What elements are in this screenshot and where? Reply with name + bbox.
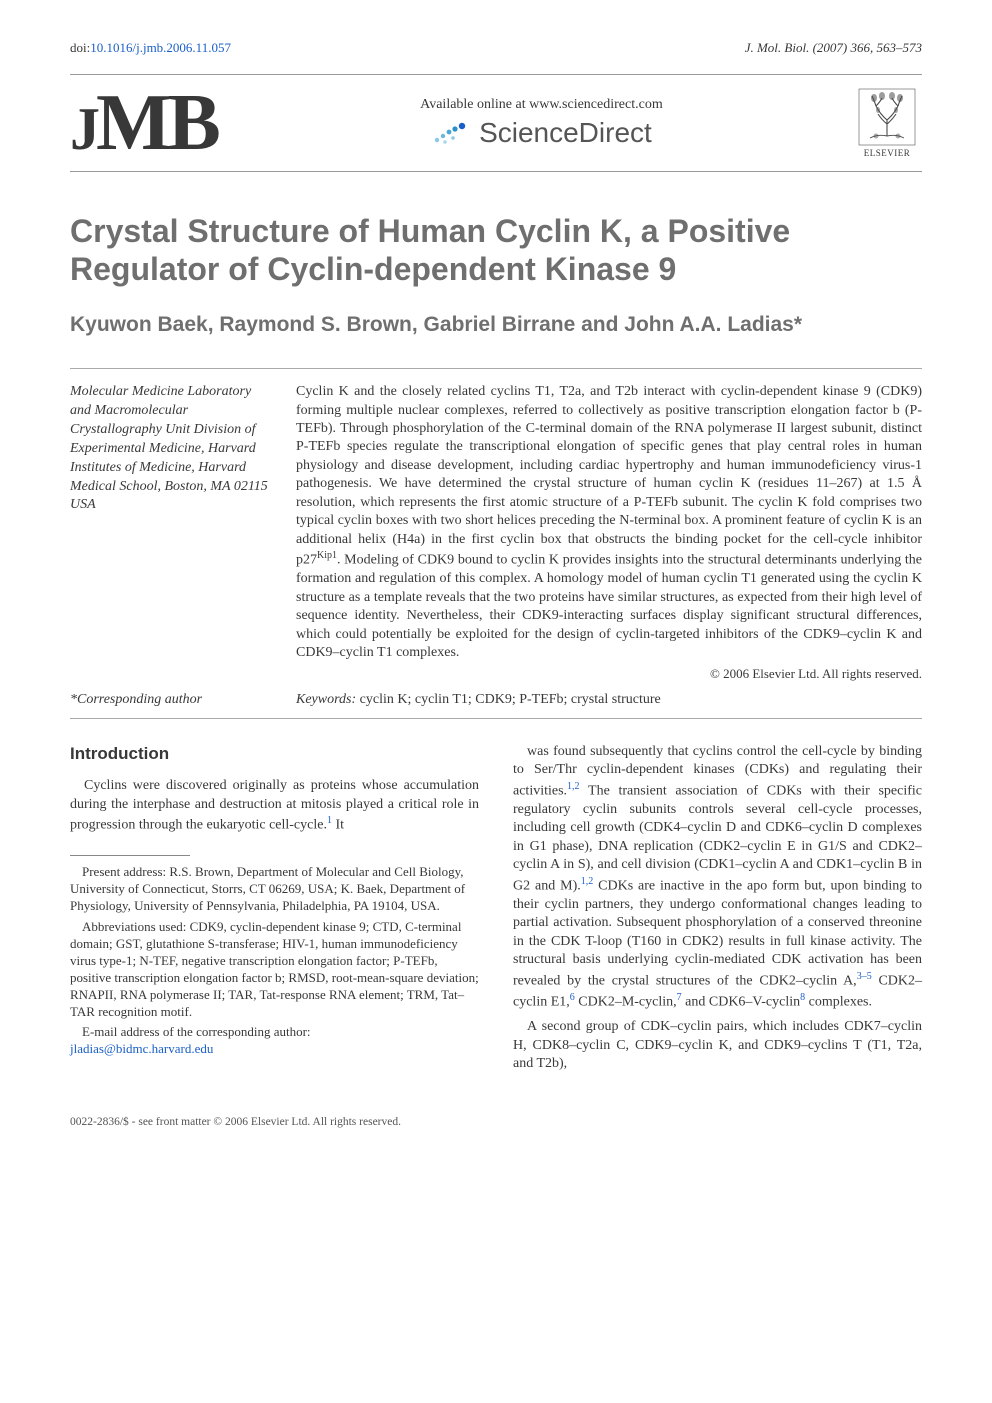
body-text-f: and CDK6–V-cyclin: [682, 995, 800, 1010]
sciencedirect-icon: [431, 120, 471, 146]
doi[interactable]: doi:10.1016/j.jmb.2006.11.057: [70, 40, 231, 56]
ref-link-1-2b[interactable]: 1,2: [581, 876, 594, 887]
ref-link-1-2a[interactable]: 1,2: [567, 781, 580, 792]
sciencedirect-row: ScienceDirect: [431, 117, 652, 149]
sciencedirect-text: ScienceDirect: [479, 117, 652, 149]
keywords-row: *Corresponding author Keywords: cyclin K…: [70, 692, 922, 719]
abstract-superscript-kip1: Kip1: [317, 550, 337, 561]
affiliation: Molecular Medicine Laboratory and Macrom…: [70, 383, 270, 682]
article-authors: Kyuwon Baek, Raymond S. Brown, Gabriel B…: [70, 311, 922, 338]
elsevier-label: ELSEVIER: [864, 148, 911, 158]
right-column: was found subsequently that cyclins cont…: [513, 743, 922, 1080]
ref-link-3-5[interactable]: 3–5: [857, 971, 872, 982]
affiliation-abstract-row: Molecular Medicine Laboratory and Macrom…: [70, 368, 922, 682]
jmb-logo-j: J: [70, 99, 96, 159]
jmb-logo-mb: MB: [96, 83, 217, 163]
footnote-abbreviations: Abbreviations used: CDK9, cyclin-depende…: [70, 919, 479, 1020]
corresponding-author-label: *Corresponding author: [70, 692, 270, 708]
intro-text-b: It: [332, 818, 344, 833]
body-text-g: complexes.: [805, 995, 872, 1010]
footnote-email-label: E-mail address of the corresponding auth…: [82, 1024, 311, 1039]
body-text-b: The transient association of CDKs with t…: [513, 784, 922, 894]
doi-prefix: doi:: [70, 40, 90, 55]
doi-link[interactable]: 10.1016/j.jmb.2006.11.057: [90, 40, 231, 55]
journal-header-band: JMB Available online at www.sciencedirec…: [70, 74, 922, 172]
corresponding-email-link[interactable]: jladias@bidmc.harvard.edu: [70, 1041, 213, 1056]
footnote-separator: [70, 855, 190, 856]
abstract: Cyclin K and the closely related cyclins…: [296, 383, 922, 682]
copyright-line: © 2006 Elsevier Ltd. All rights reserved…: [296, 665, 922, 682]
keywords-label: Keywords:: [296, 692, 356, 707]
journal-reference: J. Mol. Biol. (2007) 366, 563–573: [745, 40, 922, 56]
available-online-text: Available online at www.sciencedirect.co…: [420, 97, 663, 113]
body-paragraph-1: was found subsequently that cyclins cont…: [513, 743, 922, 1012]
abstract-text-2: . Modeling of CDK9 bound to cyclin K pro…: [296, 553, 922, 660]
abstract-text-1: Cyclin K and the closely related cyclins…: [296, 384, 922, 568]
keywords-text: cyclin K; cyclin T1; CDK9; P-TEFb; cryst…: [356, 692, 661, 707]
intro-text-a: Cyclins were discovered originally as pr…: [70, 778, 479, 833]
body-paragraph-2: A second group of CDK–cyclin pairs, whic…: [513, 1018, 922, 1073]
footnote-present-address: Present address: R.S. Brown, Department …: [70, 864, 479, 915]
keywords: Keywords: cyclin K; cyclin T1; CDK9; P-T…: [296, 692, 922, 708]
intro-paragraph-1: Cyclins were discovered originally as pr…: [70, 777, 479, 835]
jmb-logo: JMB: [70, 83, 231, 163]
page: doi:10.1016/j.jmb.2006.11.057 J. Mol. Bi…: [0, 0, 992, 1158]
footnotes: Present address: R.S. Brown, Department …: [70, 864, 479, 1058]
sciencedirect-block: Available online at www.sciencedirect.co…: [231, 97, 852, 149]
page-footer: 0022-2836/$ - see front matter © 2006 El…: [70, 1116, 922, 1128]
left-column: Introduction Cyclins were discovered ori…: [70, 743, 479, 1080]
elsevier-tree-icon: [858, 88, 916, 146]
article-title: Crystal Structure of Human Cyclin K, a P…: [70, 212, 922, 289]
elsevier-logo: ELSEVIER: [852, 88, 922, 158]
footnote-email: E-mail address of the corresponding auth…: [70, 1024, 479, 1058]
introduction-heading: Introduction: [70, 743, 479, 765]
top-metadata-row: doi:10.1016/j.jmb.2006.11.057 J. Mol. Bi…: [70, 40, 922, 56]
body-text-e: CDK2–M-cyclin,: [575, 995, 677, 1010]
body-columns: Introduction Cyclins were discovered ori…: [70, 743, 922, 1080]
